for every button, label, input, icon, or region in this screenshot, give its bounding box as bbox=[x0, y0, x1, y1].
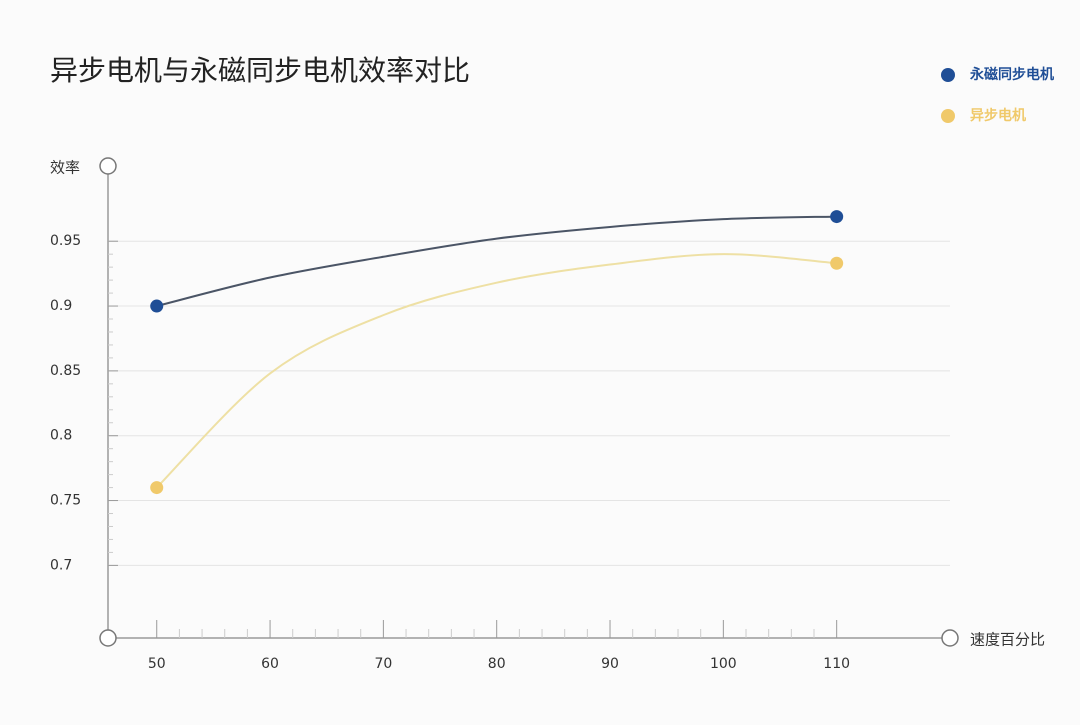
y-tick-label: 0.85 bbox=[50, 363, 81, 379]
x-axis-label: 速度百分比 bbox=[970, 631, 1045, 649]
legend-label: 永磁同步电机 bbox=[969, 66, 1054, 83]
endpoint-marker bbox=[150, 299, 164, 313]
x-tick-label: 90 bbox=[601, 656, 619, 672]
x-tick-label: 60 bbox=[261, 656, 279, 672]
x-tick-label: 100 bbox=[710, 656, 737, 672]
axis-end bbox=[941, 629, 959, 647]
y-tick-label: 0.7 bbox=[50, 557, 72, 573]
legend-label: 异步电机 bbox=[970, 107, 1026, 124]
axis-end bbox=[99, 157, 117, 175]
x-tick-label: 50 bbox=[148, 656, 166, 672]
legend-marker bbox=[941, 68, 955, 82]
x-tick-label: 110 bbox=[823, 656, 850, 672]
chart-title: 异步电机与永磁同步电机效率对比 bbox=[50, 54, 470, 87]
legend-marker bbox=[941, 109, 955, 123]
series-line bbox=[156, 215, 837, 308]
y-axis-label: 效率 bbox=[50, 159, 80, 177]
x-tick-label: 80 bbox=[488, 656, 506, 672]
series-line bbox=[156, 253, 837, 489]
axis-end bbox=[99, 629, 117, 647]
endpoint-marker bbox=[830, 256, 844, 270]
y-tick-label: 0.8 bbox=[50, 428, 72, 444]
endpoint-marker bbox=[150, 481, 164, 495]
y-tick-label: 0.75 bbox=[50, 493, 81, 509]
x-tick-label: 70 bbox=[374, 656, 392, 672]
endpoint-marker bbox=[830, 210, 844, 224]
y-tick-label: 0.95 bbox=[50, 233, 81, 249]
y-tick-label: 0.9 bbox=[50, 298, 72, 314]
